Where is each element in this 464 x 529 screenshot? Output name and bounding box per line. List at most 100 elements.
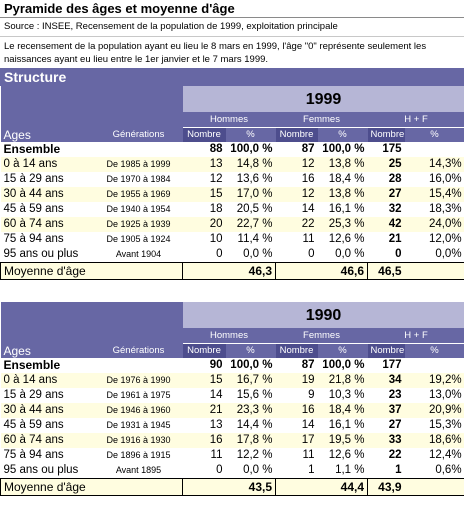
hommes-count: 20	[209, 218, 223, 230]
generation: De 1985 à 1999	[106, 159, 171, 169]
femmes-count: 19	[301, 374, 315, 386]
femmes-count: 17	[301, 434, 315, 446]
ages-header: Ages	[0, 112, 95, 142]
total-count: 22	[388, 449, 402, 461]
femmes-pct: 10,3 %	[328, 389, 365, 401]
hommes-count: 0	[216, 464, 223, 476]
femmes-count: 11	[302, 449, 315, 461]
generation: Avant 1904	[115, 249, 162, 259]
generation: De 1925 à 1939	[106, 219, 171, 229]
hommes-count: 11	[210, 449, 223, 461]
total-count: 28	[388, 173, 402, 185]
age-range: 45 à 59 ans	[3, 203, 64, 215]
source-line: Source : INSEE, Recensement de la popula…	[4, 21, 338, 32]
nombre-header: Nombre	[367, 127, 405, 142]
age-range: 0 à 14 ans	[3, 374, 58, 386]
femmes-pct: 16,1 %	[328, 419, 365, 431]
total-t-n: 177	[382, 359, 402, 371]
hommes-count: 18	[209, 203, 223, 215]
total-pct: 18,3%	[428, 203, 462, 215]
table-row: 45 à 59 ans De 1940 à 1954 18 20,5 % 14 16,1 …	[0, 202, 464, 217]
total-label: Ensemble	[3, 358, 61, 372]
total-row: Ensemble 90 100,0 % 87 100,0 % 177	[0, 358, 464, 373]
moyenne-row: Moyenne d'âge 43,5 44,4 43,9	[0, 478, 464, 496]
table-row: 0 à 14 ans De 1985 à 1999 13 14,8 % 12 13,8 %…	[0, 157, 464, 172]
moyenne-label: Moyenne d'âge	[0, 478, 183, 496]
ages-header: Ages	[0, 328, 95, 358]
femmes-pct: 18,4 %	[328, 173, 365, 185]
total-count: 27	[388, 419, 402, 431]
hommes-count: 15	[209, 374, 223, 386]
year-heading: 1999	[182, 86, 464, 113]
generation: De 1905 à 1924	[106, 234, 171, 244]
table-row: 60 à 74 ans De 1916 à 1930 16 17,8 % 17 19,5 …	[0, 433, 464, 448]
year-header-row: 1990	[0, 302, 464, 329]
generation: De 1955 à 1969	[106, 189, 171, 199]
nombre-header: Nombre	[182, 127, 226, 142]
hf-header: H + F	[367, 328, 464, 344]
moyenne-row: Moyenne d'âge 46,3 46,6 46,5	[0, 262, 464, 280]
generation: De 1931 à 1945	[106, 420, 171, 430]
age-range: 15 à 29 ans	[3, 173, 64, 185]
census-note: Le recensement de la population ayant eu…	[0, 36, 464, 68]
total-pct: 0,6%	[435, 464, 462, 476]
total-pct: 15,4%	[428, 188, 462, 200]
moyenne-femmes: 44,4	[275, 478, 368, 496]
moyenne-hommes: 46,3	[182, 262, 276, 280]
percent-header: %	[404, 343, 464, 358]
femmes-pct: 19,5 %	[328, 434, 365, 446]
femmes-pct: 16,1 %	[328, 203, 365, 215]
total-count: 25	[388, 158, 402, 170]
header-blank	[0, 302, 183, 329]
table-row: 0 à 14 ans De 1976 à 1990 15 16,7 % 19 21,8 %…	[0, 373, 464, 388]
percent-header: %	[225, 127, 276, 142]
age-range: 75 à 94 ans	[3, 449, 64, 461]
generation: De 1976 à 1990	[106, 375, 171, 385]
total-t-n: 175	[382, 143, 402, 155]
percent-header: %	[317, 127, 368, 142]
hommes-pct: 20,5 %	[236, 203, 273, 215]
total-count: 32	[388, 203, 402, 215]
femmes-count: 14	[301, 419, 315, 431]
total-h-n: 90	[209, 359, 223, 371]
moyenne-end	[404, 478, 464, 496]
total-pct: 14,3%	[428, 158, 462, 170]
age-range: 0 à 14 ans	[3, 158, 58, 170]
total-h-p: 100,0 %	[230, 143, 273, 155]
table-spacer	[0, 280, 464, 302]
total-gen	[95, 358, 183, 373]
generations-spacer	[94, 112, 183, 128]
femmes-pct: 21,8 %	[328, 374, 365, 386]
nombre-header: Nombre	[367, 343, 405, 358]
femmes-pct: 0,0 %	[335, 248, 365, 260]
total-count: 42	[388, 218, 402, 230]
header-blank	[0, 86, 183, 113]
moyenne-label: Moyenne d'âge	[0, 262, 183, 280]
nombre-header: Nombre	[275, 343, 318, 358]
hf-header: H + F	[367, 112, 464, 128]
section-title: Structure	[0, 68, 464, 86]
table-row: 95 ans ou plus Avant 1904 0 0,0 % 0 0,0 % 0 0,0…	[0, 247, 464, 263]
total-count: 33	[388, 434, 402, 446]
generation: De 1946 à 1960	[106, 405, 171, 415]
total-t-p	[405, 142, 464, 157]
femmes-header: Femmes	[275, 112, 368, 128]
group-header-row: Ages Hommes Femmes H + F	[0, 112, 464, 142]
nombre-header: Nombre	[182, 343, 226, 358]
moyenne-femmes: 46,6	[275, 262, 368, 280]
total-f-n: 87	[301, 359, 315, 371]
tables-container: 1999 Ages Hommes Femmes H + F Générations Nomb…	[0, 86, 464, 496]
total-pct: 18,6%	[428, 434, 462, 446]
hommes-pct: 16,7 %	[236, 374, 273, 386]
table-row: 75 à 94 ans De 1905 à 1924 10 11,4 % 11 12,6 …	[0, 232, 464, 247]
hommes-pct: 17,8 %	[236, 434, 273, 446]
age-range: 30 à 44 ans	[3, 188, 64, 200]
hommes-count: 16	[209, 434, 223, 446]
femmes-count: 9	[308, 389, 315, 401]
table-row: 15 à 29 ans De 1970 à 1984 12 13,6 % 16 18,4 …	[0, 172, 464, 187]
hommes-count: 21	[209, 404, 223, 416]
total-count: 23	[388, 389, 402, 401]
total-pct: 12,0%	[428, 233, 462, 245]
hommes-count: 10	[209, 233, 223, 245]
moyenne-hommes: 43,5	[182, 478, 276, 496]
